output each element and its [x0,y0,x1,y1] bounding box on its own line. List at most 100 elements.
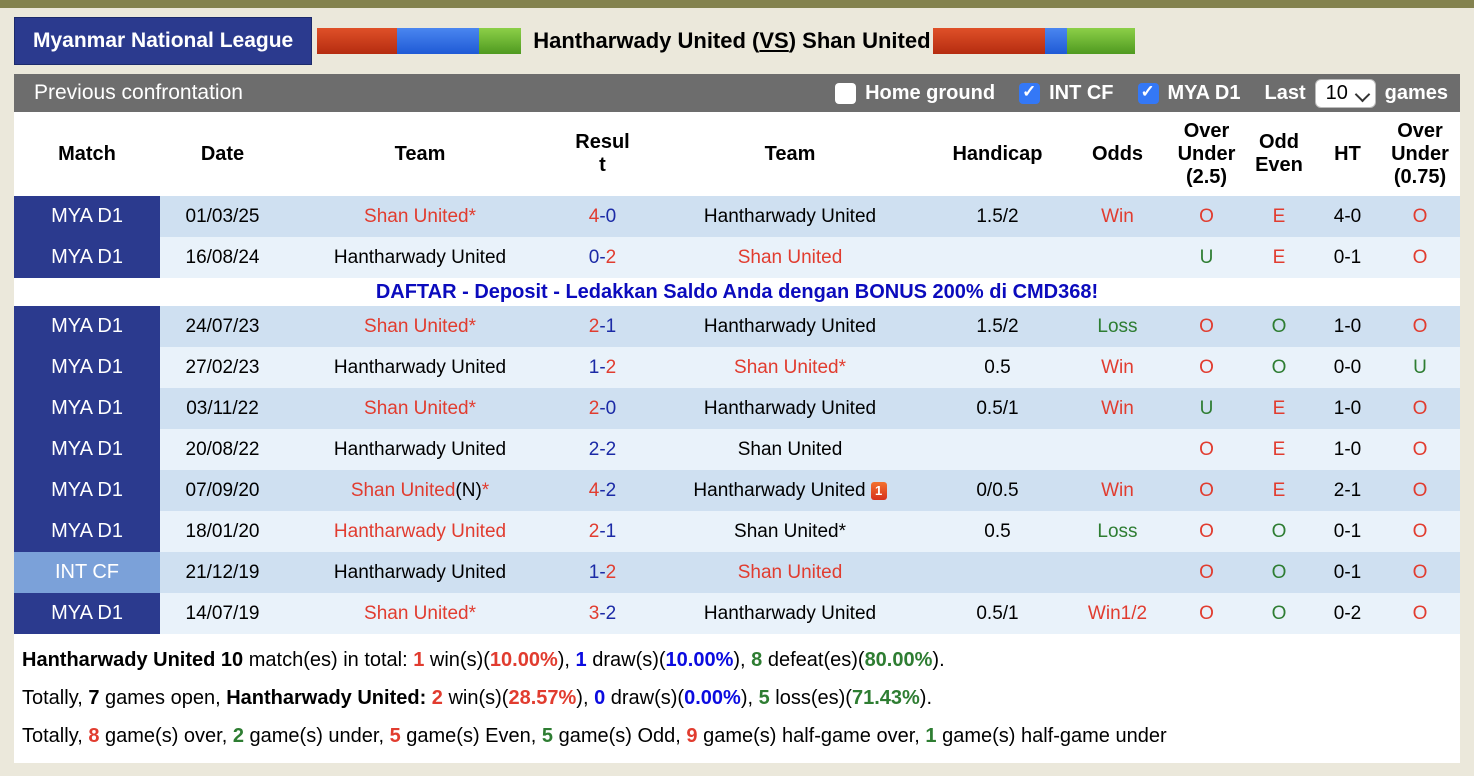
handicap-cell [930,552,1065,593]
handicap-cell: 0.5/1 [930,593,1065,634]
ou075-cell: O [1380,196,1460,237]
odds-cell: Loss [1065,306,1170,347]
home-team-cell: Shan United* [285,388,555,429]
odds-cell: Win [1065,347,1170,388]
col-handicap: Handicap [952,142,1043,165]
red-card-icon: 1 [870,481,887,500]
mya-d1-checkbox[interactable] [1137,82,1159,104]
col-odd-even: Odd Even [1255,131,1303,176]
league-cell: MYA D1 [14,306,160,347]
match-row: MYA D1 18/01/20 Hantharwady United 2-1 S… [14,511,1460,552]
ht-cell: 0-1 [1315,552,1380,593]
team-name: Hantharwady United [703,602,877,624]
home-team-cell: Hantharwady United [285,511,555,552]
odd-even-cell: O [1243,552,1315,593]
away-team-cell: Shan United* [650,511,930,552]
odd-even-cell: E [1243,429,1315,470]
team-name: Shan United* [364,602,476,624]
table-header-row: Match Date Team Result Team Handicap Odd… [14,112,1460,196]
league-cell: MYA D1 [14,347,160,388]
odd-even-cell: E [1243,237,1315,278]
odd-even-cell: O [1243,593,1315,634]
away-team-cell: Hantharwady United [650,388,930,429]
home-team-cell: Hantharwady United [285,237,555,278]
match-row: MYA D1 03/11/22 Shan United* 2-0 Hanthar… [14,388,1460,429]
team-name: Hantharwady United [333,246,507,268]
summary-line-over-under: Totally, 8 game(s) over, 2 game(s) under… [22,725,1167,747]
result-cell: 1-2 [555,552,650,593]
match-row: MYA D1 01/03/25 Shan United* 4-0 Hanthar… [14,196,1460,237]
handicap-cell: 1.5/2 [930,306,1065,347]
odds-cell [1065,552,1170,593]
ht-cell: 0-0 [1315,347,1380,388]
ou25-cell: O [1170,470,1243,511]
int-cf-checkbox[interactable] [1019,82,1041,104]
result-cell: 2-0 [555,388,650,429]
ht-cell: 0-2 [1315,593,1380,634]
col-over-under-075: Over Under (0.75) [1391,119,1449,188]
last-games-select-wrap: 10 [1314,78,1376,108]
home-team-cell: Hantharwady United [285,552,555,593]
ou075-cell: O [1380,388,1460,429]
col-match: Match [58,142,116,165]
top-strip [0,0,1474,8]
promo-ad-link[interactable]: DAFTAR - Deposit - Ledakkan Saldo Anda d… [375,280,1099,303]
league-colors-bar-left [317,28,522,54]
league-cell: MYA D1 [14,429,160,470]
summary-line-open-games: Totally, 7 games open, Hantharwady Unite… [22,687,933,709]
team-name: Hantharwady United [693,479,866,501]
league-cell: MYA D1 [14,511,160,552]
away-team-cell: Shan United* [650,347,930,388]
odd-even-cell: E [1243,388,1315,429]
away-team-cell: Shan United [650,237,930,278]
ou075-cell: O [1380,306,1460,347]
last-label: Last [1264,81,1306,104]
ht-cell: 0-1 [1315,511,1380,552]
home-ground-label: Home ground [865,81,996,104]
league-colors-bar-right [932,28,1135,54]
ad-row: DAFTAR - Deposit - Ledakkan Saldo Anda d… [14,278,1460,306]
match-row: MYA D1 27/02/23 Hantharwady United 1-2 S… [14,347,1460,388]
result-cell: 0-2 [555,237,650,278]
league-badge[interactable]: Myanmar National League [14,17,313,65]
result-cell: 4-2 [555,470,650,511]
team-name: Shan United* [364,315,476,337]
ou25-cell: U [1170,237,1243,278]
ou25-cell: O [1170,306,1243,347]
odds-cell [1065,237,1170,278]
home-ground-checkbox[interactable] [835,82,857,104]
col-ht: HT [1334,142,1361,165]
team-name: Shan United* [734,520,846,542]
league-cell: MYA D1 [14,470,160,511]
home-team-cell: Hantharwady United [285,429,555,470]
odd-even-cell: O [1243,347,1315,388]
away-team-cell: Hantharwady United [650,196,930,237]
league-cell: MYA D1 [14,388,160,429]
odds-cell: Win [1065,388,1170,429]
match-row: MYA D1 20/08/22 Hantharwady United 2-2 S… [14,429,1460,470]
team-name: Shan United* [364,397,476,419]
team-name: Shan United* [734,356,846,378]
odds-cell: Win [1065,470,1170,511]
handicap-cell: 0.5/1 [930,388,1065,429]
handicap-cell: 0.5 [930,347,1065,388]
result-cell: 1-2 [555,347,650,388]
col-over-under-25: Over Under (2.5) [1177,119,1236,188]
date-cell: 14/07/19 [160,593,285,634]
ht-cell: 1-0 [1315,388,1380,429]
ou25-cell: U [1170,388,1243,429]
match-row: INT CF 21/12/19 Hantharwady United 1-2 S… [14,552,1460,593]
team-name: Shan United [350,479,456,501]
league-cell: INT CF [14,552,160,593]
away-team-cell: Hantharwady United [650,306,930,347]
away-team-cell: Hantharwady United [650,593,930,634]
ou25-cell: O [1170,347,1243,388]
ht-cell: 0-1 [1315,237,1380,278]
date-cell: 18/01/20 [160,511,285,552]
last-games-select[interactable]: 10 [1314,78,1376,108]
ou075-cell: O [1380,511,1460,552]
league-cell: MYA D1 [14,196,160,237]
date-cell: 03/11/22 [160,388,285,429]
ou075-cell: O [1380,470,1460,511]
result-cell: 2-1 [555,511,650,552]
